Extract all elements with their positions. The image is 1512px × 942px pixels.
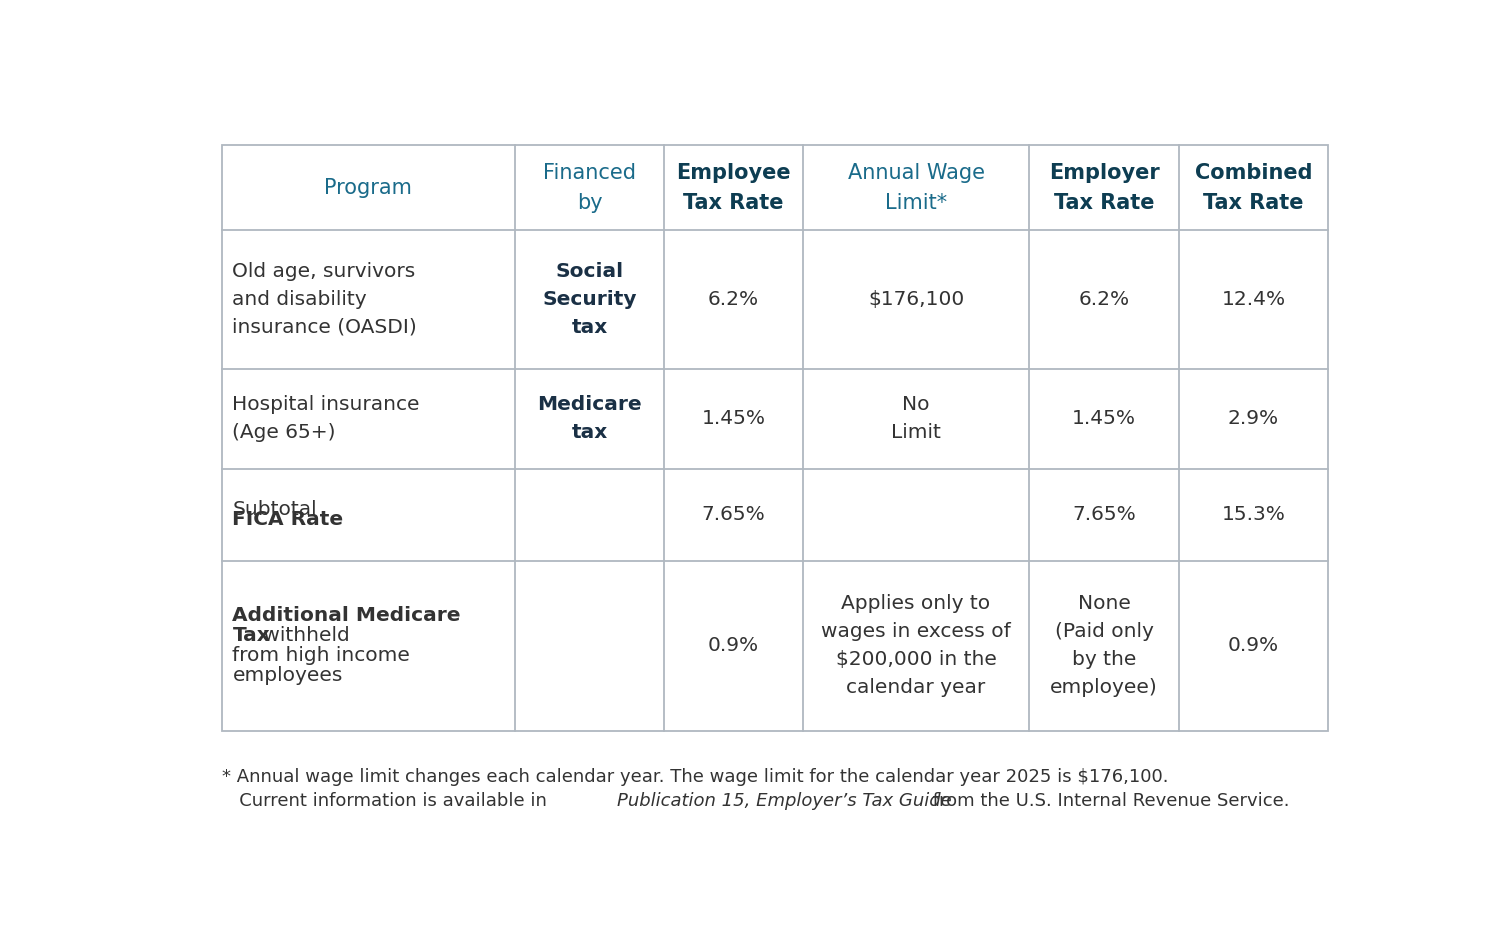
Text: $176,100: $176,100 (868, 290, 965, 309)
Text: Medicare
tax: Medicare tax (537, 396, 641, 442)
Text: Financed
by: Financed by (543, 163, 637, 213)
Text: No
Limit: No Limit (891, 396, 940, 442)
Text: * Annual wage limit changes each calendar year. The wage limit for the calendar : * Annual wage limit changes each calenda… (222, 768, 1169, 786)
Text: 7.65%: 7.65% (702, 506, 765, 525)
Text: Old age, survivors
and disability
insurance (OASDI): Old age, survivors and disability insura… (233, 262, 417, 337)
Text: 7.65%: 7.65% (1072, 506, 1136, 525)
Text: withheld: withheld (257, 626, 349, 645)
Text: 1.45%: 1.45% (1072, 409, 1136, 429)
Text: Hospital insurance
(Age 65+): Hospital insurance (Age 65+) (233, 396, 420, 442)
Text: 6.2%: 6.2% (708, 290, 759, 309)
Text: Additional Medicare: Additional Medicare (233, 607, 461, 625)
Text: 2.9%: 2.9% (1228, 409, 1279, 429)
Text: Combined
Tax Rate: Combined Tax Rate (1194, 163, 1312, 213)
Text: employees: employees (233, 666, 343, 686)
Text: 15.3%: 15.3% (1222, 506, 1285, 525)
Text: Tax: Tax (233, 626, 271, 645)
Text: 12.4%: 12.4% (1222, 290, 1285, 309)
Text: Subtotal: Subtotal (233, 500, 318, 519)
Text: from high income: from high income (233, 646, 410, 665)
Text: Employee
Tax Rate: Employee Tax Rate (676, 163, 791, 213)
Text: Annual Wage
Limit*: Annual Wage Limit* (848, 163, 984, 213)
Text: Employer
Tax Rate: Employer Tax Rate (1049, 163, 1160, 213)
Text: 0.9%: 0.9% (708, 637, 759, 656)
Text: 0.9%: 0.9% (1228, 637, 1279, 656)
Text: Publication 15, Employer’s Tax Guide: Publication 15, Employer’s Tax Guide (617, 791, 951, 810)
Text: from the U.S. Internal Revenue Service.: from the U.S. Internal Revenue Service. (927, 791, 1290, 810)
Text: Social
Security
tax: Social Security tax (543, 262, 637, 337)
Text: FICA Rate: FICA Rate (233, 511, 343, 529)
Text: Program: Program (324, 178, 413, 198)
Text: Current information is available in: Current information is available in (222, 791, 552, 810)
Text: Applies only to
wages in excess of
$200,000 in the
calendar year: Applies only to wages in excess of $200,… (821, 594, 1012, 697)
Text: 6.2%: 6.2% (1078, 290, 1129, 309)
Bar (222, 145, 1328, 731)
Text: None
(Paid only
by the
employee): None (Paid only by the employee) (1051, 594, 1158, 697)
Text: 1.45%: 1.45% (702, 409, 765, 429)
